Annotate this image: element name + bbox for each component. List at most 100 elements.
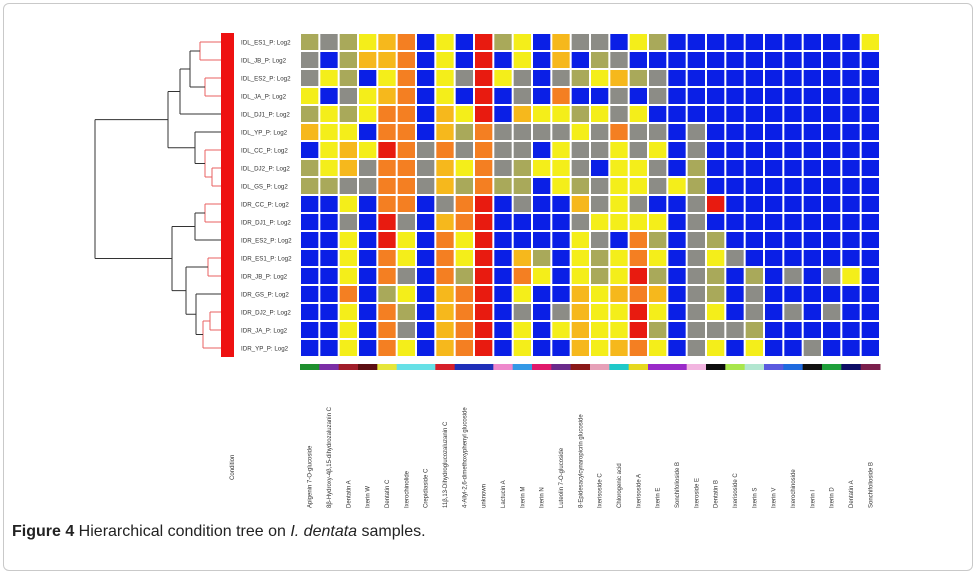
heatmap-cell — [417, 214, 435, 230]
heatmap-cell — [571, 88, 589, 104]
heatmap-cell — [475, 52, 493, 68]
heatmap-cell — [378, 178, 396, 194]
heatmap-cell — [359, 34, 377, 50]
heatmap-cell — [649, 196, 667, 212]
heatmap-cell — [455, 106, 473, 122]
heatmap-cell — [436, 250, 454, 266]
column-group-swatch — [435, 364, 456, 370]
heatmap-cell — [668, 124, 686, 140]
heatmap-cell — [494, 214, 512, 230]
heatmap-cell — [436, 196, 454, 212]
heatmap-cell — [378, 268, 396, 284]
heatmap-cell — [784, 214, 802, 230]
heatmap-cell — [378, 52, 396, 68]
column-label: Ixerin W — [366, 486, 372, 508]
heatmap-cell — [649, 268, 667, 284]
heatmap-cell — [475, 214, 493, 230]
heatmap-cell — [668, 196, 686, 212]
heatmap-cell — [552, 340, 570, 356]
heatmap-cell — [842, 178, 860, 194]
row-label: IDR_YP_P: Log2 — [241, 346, 289, 353]
column-group-swatch — [474, 364, 494, 370]
heatmap-cell — [552, 70, 570, 86]
heatmap-cell — [668, 214, 686, 230]
heatmap-cell — [475, 178, 493, 194]
heatmap-cell — [455, 160, 473, 176]
column-label: Dentatin A — [849, 480, 855, 508]
heatmap-cell — [649, 214, 667, 230]
column-label: Ixerin I — [810, 490, 816, 508]
column-group-swatch — [512, 364, 533, 370]
heatmap-cell — [842, 232, 860, 248]
heatmap-cell — [591, 34, 609, 50]
heatmap-cell — [610, 34, 628, 50]
heatmap-cell — [513, 196, 531, 212]
heatmap-cell — [687, 196, 705, 212]
heatmap-cell — [610, 160, 628, 176]
heatmap-cell — [494, 286, 512, 302]
heatmap-cell — [533, 268, 551, 284]
heatmap-cell — [629, 88, 647, 104]
heatmap-cell — [513, 106, 531, 122]
heatmap-cell — [668, 88, 686, 104]
heatmap-cell — [629, 250, 647, 266]
heatmap-cell — [803, 304, 821, 320]
heatmap-cell — [784, 322, 802, 338]
column-label: Ixerochinoside — [791, 469, 797, 508]
heatmap-cell — [494, 250, 512, 266]
heatmap-cell — [397, 142, 415, 158]
heatmap-cell — [436, 268, 454, 284]
heatmap-cell — [378, 124, 396, 140]
heatmap-cell — [397, 322, 415, 338]
heatmap-cell — [803, 178, 821, 194]
heatmap-cell — [475, 340, 493, 356]
heatmap-cell — [687, 88, 705, 104]
heatmap-cell — [784, 160, 802, 176]
heatmap-cell — [591, 160, 609, 176]
heatmap-cell — [745, 178, 763, 194]
heatmap-cell — [610, 214, 628, 230]
heatmap-cell — [552, 322, 570, 338]
heatmap-cell — [475, 88, 493, 104]
heatmap-cell — [397, 106, 415, 122]
heatmap-cell — [378, 88, 396, 104]
heatmap-cell — [861, 304, 879, 320]
heatmap-cell — [475, 106, 493, 122]
heatmap-cell — [687, 124, 705, 140]
column-group-swatch — [648, 364, 668, 370]
heatmap-cell — [668, 340, 686, 356]
heatmap-cell — [610, 232, 628, 248]
heatmap-cell — [320, 142, 338, 158]
heatmap-cell — [455, 196, 473, 212]
heatmap-cell — [339, 34, 357, 50]
column-group-swatch — [319, 364, 340, 370]
heatmap-cell — [861, 34, 879, 50]
heatmap-cell — [649, 34, 667, 50]
heatmap-cell — [397, 124, 415, 140]
heatmap-cell — [417, 88, 435, 104]
heatmap-cell — [842, 214, 860, 230]
heatmap-cell — [513, 142, 531, 158]
heatmap-cell — [436, 322, 454, 338]
heatmap-cell — [707, 250, 725, 266]
heatmap-cell — [668, 286, 686, 302]
heatmap-cell — [301, 322, 319, 338]
heatmap-cell — [610, 286, 628, 302]
heatmap-cell — [861, 232, 879, 248]
heatmap-cell — [533, 52, 551, 68]
heatmap-cell — [765, 304, 783, 320]
heatmap-cell — [339, 88, 357, 104]
heatmap-cell — [823, 196, 841, 212]
heatmap-cell — [455, 232, 473, 248]
column-label: Ixerin E — [656, 488, 662, 508]
heatmap-cell — [494, 322, 512, 338]
heatmap-cell — [397, 286, 415, 302]
heatmap-cell — [417, 106, 435, 122]
heatmap-cell — [784, 70, 802, 86]
heatmap-cell — [765, 70, 783, 86]
column-label: Crepidiaside C — [424, 468, 430, 508]
heatmap-cell — [301, 268, 319, 284]
heatmap-cell — [455, 268, 473, 284]
heatmap-cell — [571, 142, 589, 158]
heatmap-cell — [842, 196, 860, 212]
